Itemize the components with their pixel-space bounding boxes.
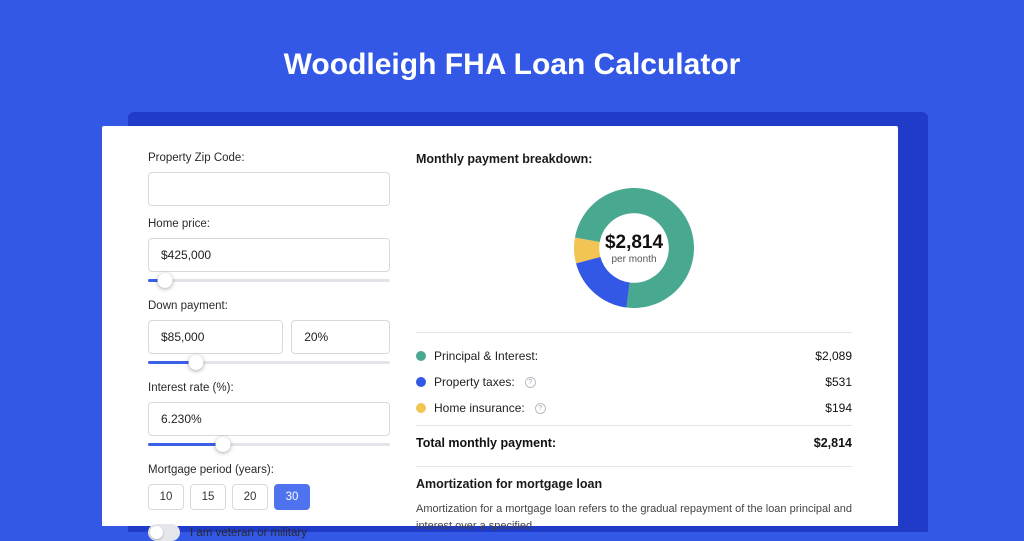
veteran-label: I am veteran or military bbox=[190, 527, 307, 539]
zip-input[interactable] bbox=[148, 172, 390, 206]
interest-slider[interactable] bbox=[148, 438, 390, 452]
form-column: Property Zip Code: Home price: Down paym… bbox=[148, 152, 390, 526]
down-payment-label: Down payment: bbox=[148, 300, 390, 312]
down-payment-pct-input[interactable] bbox=[291, 320, 390, 354]
amortization-title: Amortization for mortgage loan bbox=[416, 477, 852, 491]
donut-sublabel: per month bbox=[605, 254, 663, 265]
home-price-label: Home price: bbox=[148, 218, 390, 230]
period-option-20[interactable]: 20 bbox=[232, 484, 268, 510]
amortization-section: Amortization for mortgage loan Amortizat… bbox=[416, 466, 852, 534]
total-label: Total monthly payment: bbox=[416, 436, 556, 450]
page-title: Woodleigh FHA Loan Calculator bbox=[0, 0, 1024, 82]
breakdown-row: Property taxes:? $531 bbox=[416, 369, 852, 395]
period-label: Mortgage period (years): bbox=[148, 464, 390, 476]
legend-dot bbox=[416, 377, 426, 387]
breakdown-label: Home insurance: bbox=[434, 401, 525, 415]
breakdown-value: $194 bbox=[825, 401, 852, 415]
interest-label: Interest rate (%): bbox=[148, 382, 390, 394]
legend-dot bbox=[416, 351, 426, 361]
zip-label: Property Zip Code: bbox=[148, 152, 390, 164]
breakdown-value: $2,089 bbox=[815, 349, 852, 363]
calculator-card: Property Zip Code: Home price: Down paym… bbox=[102, 126, 898, 526]
slider-thumb[interactable] bbox=[157, 273, 172, 288]
slider-fill bbox=[148, 443, 223, 446]
legend-dot bbox=[416, 403, 426, 413]
home-price-slider[interactable] bbox=[148, 274, 390, 288]
period-option-10[interactable]: 10 bbox=[148, 484, 184, 510]
breakdown-row: Home insurance:? $194 bbox=[416, 395, 852, 421]
period-field-group: Mortgage period (years): 10152030 bbox=[148, 464, 390, 510]
down-payment-input[interactable] bbox=[148, 320, 283, 354]
divider bbox=[416, 332, 852, 333]
breakdown-label: Principal & Interest: bbox=[434, 349, 538, 363]
period-option-15[interactable]: 15 bbox=[190, 484, 226, 510]
donut-chart-wrap: $2,814 per month bbox=[416, 178, 852, 318]
down-payment-row bbox=[148, 320, 390, 354]
toggle-knob bbox=[150, 526, 163, 539]
breakdown-row-left: Principal & Interest: bbox=[416, 349, 538, 363]
slider-thumb[interactable] bbox=[216, 437, 231, 452]
period-option-30[interactable]: 30 bbox=[274, 484, 310, 510]
breakdown-rows: Principal & Interest: $2,089 Property taxe… bbox=[416, 343, 852, 421]
breakdown-row-left: Home insurance:? bbox=[416, 401, 546, 415]
amortization-body: Amortization for a mortgage loan refers … bbox=[416, 501, 852, 534]
interest-input[interactable] bbox=[148, 402, 390, 436]
breakdown-column: Monthly payment breakdown: $2,814 per mo… bbox=[416, 152, 852, 526]
breakdown-row-left: Property taxes:? bbox=[416, 375, 536, 389]
home-price-input[interactable] bbox=[148, 238, 390, 272]
slider-thumb[interactable] bbox=[189, 355, 204, 370]
down-payment-field-group: Down payment: bbox=[148, 300, 390, 370]
total-value: $2,814 bbox=[814, 436, 852, 450]
veteran-toggle-row: I am veteran or military bbox=[148, 524, 390, 541]
interest-field-group: Interest rate (%): bbox=[148, 382, 390, 452]
info-icon[interactable]: ? bbox=[525, 377, 536, 388]
info-icon[interactable]: ? bbox=[535, 403, 546, 414]
period-options: 10152030 bbox=[148, 484, 390, 510]
donut-center: $2,814 per month bbox=[605, 232, 663, 265]
down-payment-slider[interactable] bbox=[148, 356, 390, 370]
total-row: Total monthly payment: $2,814 bbox=[416, 425, 852, 464]
breakdown-row: Principal & Interest: $2,089 bbox=[416, 343, 852, 369]
home-price-field-group: Home price: bbox=[148, 218, 390, 288]
zip-field-group: Property Zip Code: bbox=[148, 152, 390, 206]
donut-amount: $2,814 bbox=[605, 232, 663, 254]
veteran-toggle[interactable] bbox=[148, 524, 180, 541]
breakdown-label: Property taxes: bbox=[434, 375, 515, 389]
breakdown-title: Monthly payment breakdown: bbox=[416, 152, 852, 166]
slider-track bbox=[148, 279, 390, 282]
breakdown-value: $531 bbox=[825, 375, 852, 389]
